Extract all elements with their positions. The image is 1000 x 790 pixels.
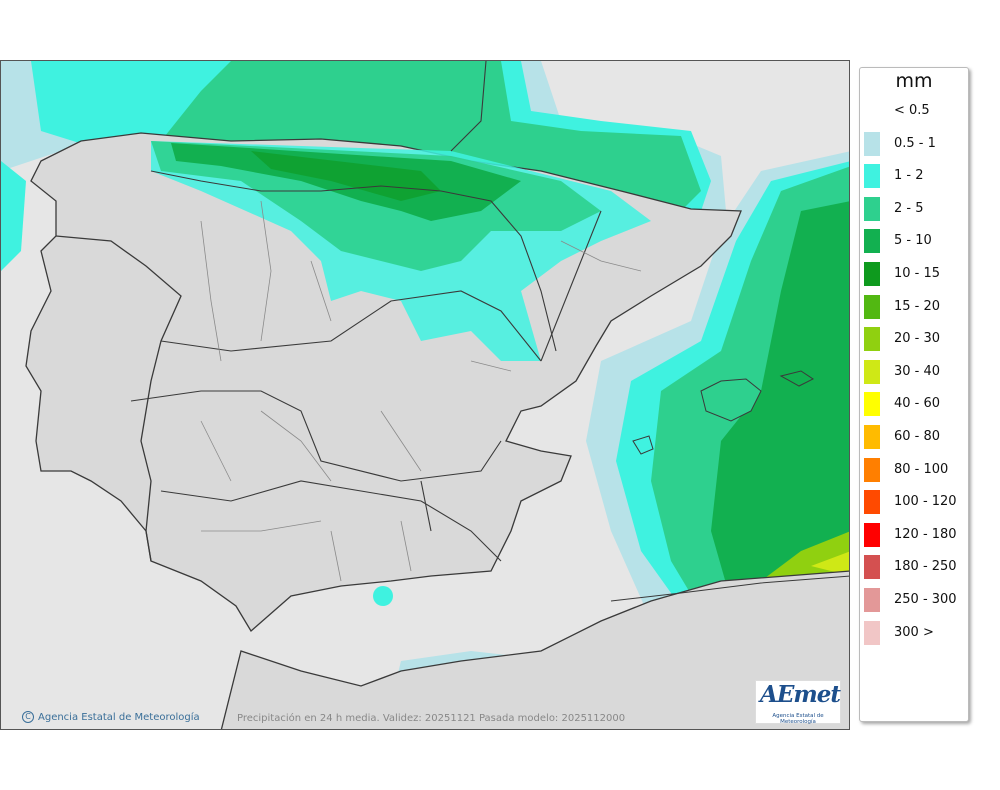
map-canvas (1, 61, 849, 729)
legend-item: 30 - 40 (864, 359, 964, 384)
legend-swatch (864, 555, 880, 580)
legend-swatch (864, 131, 880, 156)
aemet-logo-wordmark: AEmet (760, 681, 841, 708)
legend-item: 250 - 300 (864, 588, 964, 612)
regional-borders (130, 170, 602, 562)
legend-item: 300 > (864, 620, 964, 645)
precip-biscay-green (161, 61, 701, 211)
africa-land (220, 570, 849, 729)
precip-malaga-spot (373, 586, 393, 606)
legend-item: 60 - 80 (864, 425, 964, 449)
legend-label: 30 - 40 (894, 363, 941, 379)
island-menorca (779, 370, 814, 387)
legend-swatch (864, 425, 880, 449)
agency-credit-text: Agencia Estatal de Meteorología (38, 712, 200, 723)
legend-label: < 0.5 (894, 103, 930, 118)
legend-label: 10 - 15 (894, 266, 941, 281)
island-mallorca (700, 378, 762, 422)
legend-item: 1 - 2 (864, 164, 964, 189)
legend-item: < 0.5 (864, 99, 964, 123)
legend-label: 0.5 - 1 (894, 135, 936, 151)
legend-label: 100 - 120 (894, 494, 957, 510)
france-border (450, 61, 487, 152)
legend-item: 2 - 5 (864, 196, 964, 221)
precipitation-map (0, 60, 850, 730)
legend-label: 300 > (894, 624, 934, 640)
legend-unit: mm (895, 70, 933, 92)
legend-item: 5 - 10 (864, 229, 964, 254)
legend-item: 100 - 120 (864, 490, 964, 515)
aemet-logo: AEmet Agencia Estatal de Meteorología (755, 680, 841, 725)
precip-north-land-core (251, 151, 441, 201)
island-ibiza (632, 435, 654, 455)
province-borders (200, 200, 642, 582)
agency-credit: C Agencia Estatal de Meteorología (22, 711, 200, 723)
legend-swatch (864, 457, 880, 482)
legend-label: 1 - 2 (894, 168, 924, 184)
legend-swatch (864, 99, 880, 123)
legend-label: 120 - 180 (894, 526, 957, 542)
legend-label: 2 - 5 (894, 200, 924, 216)
legend-item: 40 - 60 (864, 392, 964, 417)
legend-swatch (864, 620, 880, 645)
map-caption: Precipitación en 24 h media. Validez: 20… (237, 713, 626, 724)
legend-swatch (864, 164, 880, 189)
legend-item: 15 - 20 (864, 294, 964, 319)
legend-item: 80 - 100 (864, 457, 964, 482)
precip-med-yellow (811, 551, 849, 576)
legend-swatch (864, 229, 880, 254)
legend-label: 40 - 60 (894, 396, 941, 412)
legend-swatch (864, 588, 880, 612)
legend-swatch (864, 392, 880, 417)
legend-label: 60 - 80 (894, 429, 941, 444)
precip-med-darkgreen (711, 201, 849, 631)
legend-label: 20 - 30 (894, 331, 941, 347)
legend-swatch (864, 294, 880, 319)
legend-label: 250 - 300 (894, 592, 957, 607)
legend-label: 15 - 20 (894, 298, 941, 314)
legend-swatch (864, 522, 880, 547)
legend-label: 5 - 10 (894, 233, 932, 249)
legend-panel: mm < 0.5 0.5 - 1 1 - 2 2 - 5 5 - 10 10 - 15 15… (859, 67, 969, 722)
legend-label: 80 - 100 (894, 461, 949, 477)
legend-swatch (864, 196, 880, 221)
legend-swatch (864, 327, 880, 352)
legend-item: 0.5 - 1 (864, 131, 964, 156)
legend-item: 120 - 180 (864, 522, 964, 547)
legend-item: 180 - 250 (864, 555, 964, 580)
legend-label: 180 - 250 (894, 559, 957, 575)
africa-border (610, 575, 849, 602)
aemet-logo-subtitle: Agencia Estatal de Meteorología (772, 713, 824, 725)
precip-west-coast (1, 161, 26, 271)
portugal-border (55, 235, 182, 562)
copyright-icon: C (22, 711, 34, 723)
legend-swatch (864, 359, 880, 384)
legend-swatch (864, 262, 880, 286)
legend-item: 10 - 15 (864, 262, 964, 286)
legend-swatch (864, 490, 880, 515)
legend-item: 20 - 30 (864, 327, 964, 352)
